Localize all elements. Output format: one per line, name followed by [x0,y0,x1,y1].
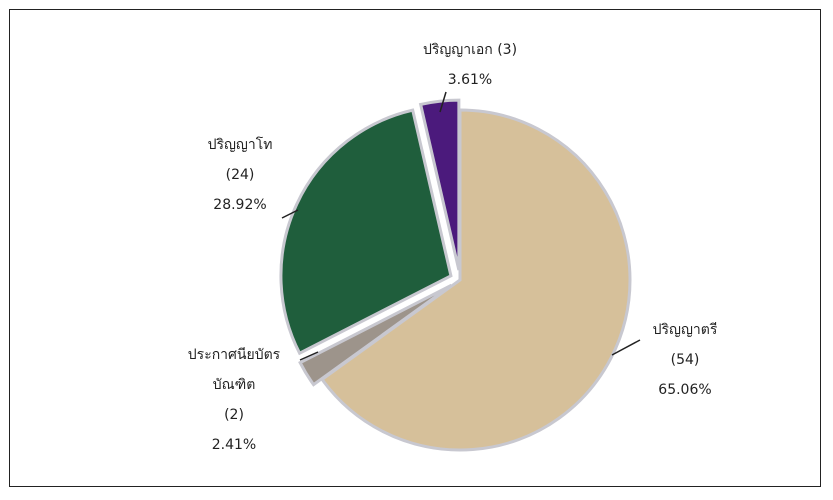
slice-label: ปริญญาโท (24) 28.92% [185,130,295,220]
slice-label: ประกาศนียบัตรบัณฑิต (2) 2.41% [175,340,293,460]
value-label: 2.41% [211,437,257,453]
count-label: (24) [225,167,255,183]
category-label: ปริญญาเอก [422,42,493,58]
value-label: 65.06% [658,382,712,398]
category-label: ปริญญาตรี [652,322,718,338]
count-label: (3) [497,42,518,58]
pie-slice [418,98,461,271]
category-label: ประกาศนียบัตรบัณฑิต [187,347,281,393]
slice-label: ปริญญาตรี (54) 65.06% [620,315,750,405]
leader-line [611,339,641,356]
chart-frame [9,9,821,487]
slice-label: ปริญญาเอก (3) 3.61% [400,35,540,95]
value-label: 3.61% [447,72,493,88]
category-label: ปริญญาโท [207,137,273,153]
leader-line [281,209,299,219]
label-row: ปริญญาเอก (3) [400,35,540,65]
pie-slice [319,108,632,452]
value-label: 28.92% [213,197,267,213]
leader-line [439,91,447,113]
leader-line [299,351,319,361]
count-label: (54) [670,352,700,368]
pie-slice [298,283,453,387]
pie-slice [279,108,453,356]
count-label: (2) [224,407,244,423]
